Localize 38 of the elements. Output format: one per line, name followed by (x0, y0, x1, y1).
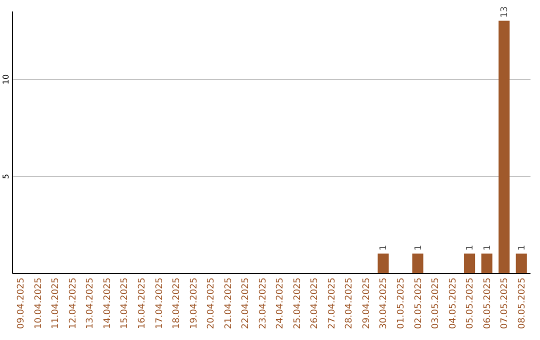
x-tick-label: 05.05.2025 (466, 278, 476, 330)
data-label: 13 (500, 6, 510, 18)
x-tick-label: 23.04.2025 (258, 278, 268, 330)
x-tick-label: 27.04.2025 (327, 278, 338, 330)
x-tick-label: 01.05.2025 (396, 278, 406, 330)
x-tick-label: 17.04.2025 (154, 278, 165, 330)
x-tick-label: 10.04.2025 (34, 278, 44, 330)
x-tick-label: 09.04.2025 (16, 278, 27, 330)
x-tick-label: 12.04.2025 (68, 278, 78, 330)
data-label: 1 (466, 244, 476, 251)
data-label: 1 (414, 244, 424, 251)
x-tick-label: 25.04.2025 (292, 278, 303, 330)
x-tick-label: 06.05.2025 (482, 278, 493, 330)
data-label: 1 (482, 244, 493, 251)
x-tick-label: 11.04.2025 (51, 278, 62, 330)
y-tick-label: 10 (2, 74, 10, 85)
y-tick-label: 5 (2, 174, 10, 180)
x-tick-label: 03.05.2025 (431, 278, 442, 330)
x-tick-label: 18.04.2025 (172, 278, 182, 330)
x-tick-label: 24.04.2025 (276, 278, 286, 330)
x-tick-label: 14.04.2025 (102, 278, 113, 330)
data-label: 1 (517, 244, 528, 251)
x-tick-label: 20.04.2025 (206, 278, 217, 330)
x-tick-label: 30.04.2025 (379, 278, 390, 330)
x-tick-label: 21.04.2025 (224, 278, 234, 330)
x-tick-label: 07.05.2025 (500, 278, 510, 330)
x-tick-label: 08.05.2025 (517, 278, 528, 330)
x-tick-label: 15.04.2025 (120, 278, 130, 330)
x-tick-label: 28.04.2025 (344, 278, 355, 330)
data-label: 1 (379, 244, 390, 251)
x-tick-label: 26.04.2025 (310, 278, 320, 330)
x-tick-label: 16.04.2025 (138, 278, 148, 330)
x-tick-label: 02.05.2025 (414, 278, 424, 330)
x-tick-label: 19.04.2025 (189, 278, 200, 330)
x-tick-label: 04.05.2025 (448, 278, 458, 330)
x-tick-label: 29.04.2025 (362, 278, 372, 330)
x-tick-label: 13.04.2025 (86, 278, 96, 330)
x-tick-label: 22.04.2025 (241, 278, 252, 330)
